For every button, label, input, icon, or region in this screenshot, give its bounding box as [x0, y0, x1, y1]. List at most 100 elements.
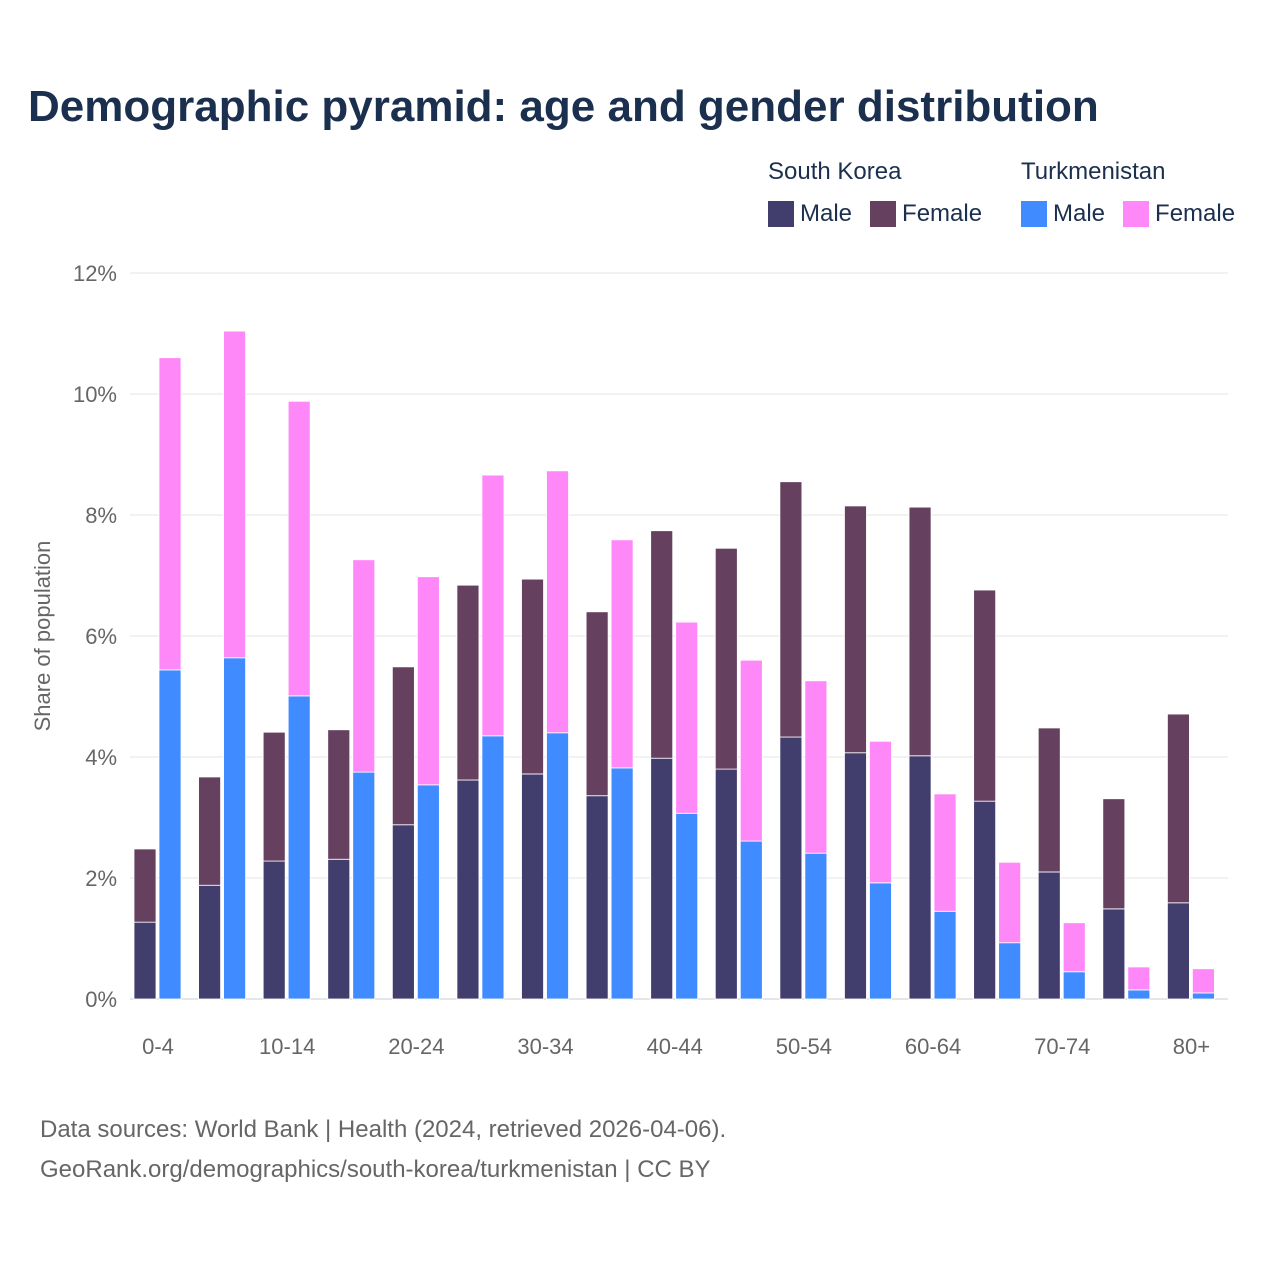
- bar-south-korea-male[interactable]: [456, 779, 480, 1000]
- bar-south-korea-male[interactable]: [585, 795, 609, 1000]
- bar-south-korea-male[interactable]: [650, 757, 674, 1000]
- bar-south-korea-female[interactable]: [521, 578, 544, 775]
- legend-swatch: [1123, 201, 1150, 227]
- bar-turkmenistan-female[interactable]: [481, 474, 505, 737]
- bar-south-korea-male[interactable]: [714, 768, 738, 1000]
- bar-turkmenistan-male[interactable]: [998, 942, 1022, 1000]
- bar-south-korea-female[interactable]: [714, 547, 738, 770]
- legend-item-sk-female[interactable]: Female: [870, 200, 982, 228]
- bar-south-korea-female[interactable]: [585, 611, 609, 797]
- bar-turkmenistan-male[interactable]: [352, 771, 376, 1000]
- legend-item-tm-female[interactable]: Female: [1123, 200, 1235, 228]
- bar-turkmenistan-male[interactable]: [416, 784, 440, 1000]
- bar-south-korea-male[interactable]: [973, 800, 997, 1000]
- y-tick-label: 4%: [85, 745, 117, 770]
- x-tick-label: 80+: [1173, 1034, 1210, 1059]
- bar-south-korea-male[interactable]: [198, 884, 221, 1000]
- bar-south-korea-male[interactable]: [908, 755, 932, 1000]
- bar-turkmenistan-male[interactable]: [158, 669, 182, 1000]
- bar-turkmenistan-female[interactable]: [869, 740, 892, 884]
- bar-south-korea-male[interactable]: [262, 860, 286, 1000]
- legend-label: Female: [902, 200, 983, 227]
- bar-south-korea-female[interactable]: [327, 729, 351, 860]
- legend-swatch: [1021, 201, 1047, 227]
- legend-group-south-korea: South Korea: [768, 158, 902, 185]
- bar-turkmenistan-male[interactable]: [675, 812, 699, 1000]
- bar-turkmenistan-male[interactable]: [1127, 989, 1151, 1000]
- bar-south-korea-male[interactable]: [521, 773, 544, 1000]
- bar-south-korea-male[interactable]: [844, 752, 867, 1000]
- bar-turkmenistan-male[interactable]: [287, 695, 311, 1000]
- bar-turkmenistan-female[interactable]: [675, 621, 699, 814]
- bar-turkmenistan-female[interactable]: [933, 793, 957, 912]
- legend-label: Male: [800, 200, 853, 227]
- bar-south-korea-male[interactable]: [1167, 902, 1190, 1000]
- bar-turkmenistan-female[interactable]: [739, 659, 763, 842]
- bar-south-korea-female[interactable]: [1167, 713, 1190, 904]
- bar-turkmenistan-male[interactable]: [610, 767, 634, 1000]
- bar-turkmenistan-female[interactable]: [223, 330, 246, 659]
- bar-south-korea-male[interactable]: [327, 858, 351, 1000]
- bar-turkmenistan-female[interactable]: [610, 539, 634, 769]
- bar-turkmenistan-female[interactable]: [1127, 966, 1151, 991]
- y-tick-label: 12%: [73, 261, 117, 286]
- bar-turkmenistan-male[interactable]: [223, 657, 246, 1000]
- bar-south-korea-male[interactable]: [1037, 871, 1061, 1000]
- bar-south-korea-male[interactable]: [1102, 908, 1126, 1000]
- bar-turkmenistan-female[interactable]: [287, 400, 311, 697]
- x-tick-label: 50-54: [776, 1034, 832, 1059]
- bar-turkmenistan-male[interactable]: [869, 882, 892, 1000]
- bar-turkmenistan-male[interactable]: [1062, 971, 1086, 1000]
- bar-turkmenistan-female[interactable]: [804, 680, 828, 854]
- footer-link[interactable]: GeoRank.org/demographics/south-korea/tur…: [40, 1156, 711, 1183]
- bar-south-korea-female[interactable]: [198, 776, 221, 886]
- bar-turkmenistan-female[interactable]: [546, 470, 569, 734]
- legend-turkmenistan: Male Female: [1021, 200, 1235, 228]
- bar-turkmenistan-female[interactable]: [416, 576, 440, 786]
- y-axis-label: Share of population: [30, 541, 55, 732]
- bar-turkmenistan-female[interactable]: [158, 357, 182, 671]
- bar-turkmenistan-female[interactable]: [1192, 968, 1215, 994]
- y-tick-label: 8%: [85, 503, 117, 528]
- legend-swatch: [870, 201, 897, 227]
- bar-south-korea-female[interactable]: [844, 505, 867, 754]
- bar-south-korea-female[interactable]: [779, 481, 803, 738]
- bar-south-korea-male[interactable]: [391, 824, 415, 1000]
- legend-item-sk-male[interactable]: Male: [768, 200, 852, 228]
- legend-item-tm-male[interactable]: Male: [1021, 200, 1105, 228]
- legend-south-korea: Male Female: [768, 200, 982, 228]
- bar-turkmenistan-male[interactable]: [739, 840, 763, 1000]
- chart-title: Demographic pyramid: age and gender dist…: [28, 82, 1099, 131]
- legend-label: Male: [1053, 200, 1106, 227]
- bar-south-korea-female[interactable]: [908, 506, 932, 757]
- y-tick-label: 2%: [85, 866, 117, 891]
- x-tick-label: 40-44: [647, 1034, 703, 1059]
- x-tick-label: 60-64: [905, 1034, 961, 1059]
- legend-group-turkmenistan: Turkmenistan: [1021, 158, 1166, 185]
- y-tick-label: 0%: [85, 987, 117, 1012]
- bar-south-korea-female[interactable]: [391, 666, 415, 826]
- bar-south-korea-female[interactable]: [650, 530, 674, 759]
- x-tick-label: 10-14: [259, 1034, 315, 1059]
- bar-turkmenistan-female[interactable]: [1062, 922, 1086, 973]
- bar-turkmenistan-male[interactable]: [933, 910, 957, 1000]
- footer-source: Data sources: World Bank | Health (2024,…: [40, 1116, 727, 1143]
- bar-south-korea-male[interactable]: [133, 921, 157, 1000]
- bar-turkmenistan-female[interactable]: [352, 559, 376, 773]
- bar-turkmenistan-male[interactable]: [1192, 992, 1215, 1000]
- bar-turkmenistan-male[interactable]: [546, 732, 569, 1000]
- bar-south-korea-female[interactable]: [456, 584, 480, 781]
- bar-south-korea-female[interactable]: [262, 731, 286, 862]
- y-tick-label: 6%: [85, 624, 117, 649]
- bar-south-korea-female[interactable]: [973, 589, 997, 802]
- bar-turkmenistan-male[interactable]: [804, 852, 828, 1000]
- x-tick-label: 70-74: [1034, 1034, 1090, 1059]
- bar-south-korea-female[interactable]: [133, 848, 157, 923]
- legend-swatch: [768, 201, 794, 227]
- bar-turkmenistan-female[interactable]: [998, 861, 1022, 944]
- bar-south-korea-male[interactable]: [779, 736, 803, 1000]
- bar-south-korea-female[interactable]: [1037, 727, 1061, 873]
- bar-south-korea-female[interactable]: [1102, 798, 1126, 910]
- bar-turkmenistan-male[interactable]: [481, 735, 505, 1000]
